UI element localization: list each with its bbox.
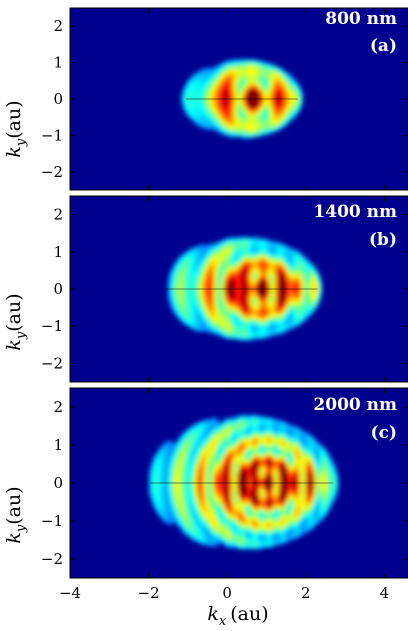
spectrum-blob bbox=[181, 59, 303, 139]
y-tick-label: −1 bbox=[41, 126, 63, 144]
x-tick-label: −2 bbox=[138, 584, 160, 602]
y-axis-label: ky(au) bbox=[3, 100, 29, 157]
y-tick-label: −1 bbox=[41, 317, 63, 335]
panel-label: (a) bbox=[370, 36, 397, 56]
panel-label: (b) bbox=[369, 230, 397, 250]
y-tick-label: 1 bbox=[53, 54, 63, 72]
y-tick-label: 2 bbox=[53, 17, 63, 35]
momentum-spectrum bbox=[181, 59, 303, 139]
y-axis-label: ky(au) bbox=[3, 486, 29, 543]
y-tick-label: −2 bbox=[41, 163, 63, 181]
x-tick-label: 4 bbox=[380, 584, 390, 602]
momentum-spectrum bbox=[148, 414, 339, 550]
wavelength-label: 800 nm bbox=[325, 9, 397, 29]
y-ticks: −2 −1 0 1 2 bbox=[41, 398, 408, 568]
panel-c: −2 −1 0 1 2 −4 −2 0 2 4 2000 nm (c) ky(au) kx (au… bbox=[3, 387, 408, 629]
panel-a: −2 −1 0 1 2 800 nm (a) ky(au) bbox=[3, 7, 408, 191]
y-ticks: −2 −1 0 1 2 bbox=[41, 196, 408, 382]
y-tick-label: 2 bbox=[53, 398, 63, 416]
spectrum-blob bbox=[148, 414, 339, 550]
panel-b: −2 −1 0 1 2 1400 nm (b) ky(au) bbox=[3, 195, 408, 383]
y-tick-label: 0 bbox=[53, 280, 63, 298]
y-axis-label: ky(au) bbox=[3, 293, 29, 350]
y-tick-label: 0 bbox=[53, 90, 63, 108]
y-tick-label: −1 bbox=[41, 512, 63, 530]
x-tick-label: 0 bbox=[222, 584, 232, 602]
y-tick-label: 1 bbox=[53, 243, 63, 261]
y-tick-label: −2 bbox=[41, 354, 63, 372]
y-tick-label: 0 bbox=[53, 474, 63, 492]
x-ticks: −4 −2 0 2 4 bbox=[59, 388, 389, 602]
momentum-spectrum bbox=[166, 237, 323, 341]
x-tick-label: 2 bbox=[301, 584, 311, 602]
spectrum-blob bbox=[167, 237, 323, 341]
wavelength-label: 1400 nm bbox=[313, 202, 397, 222]
panel-label: (c) bbox=[371, 423, 397, 443]
y-tick-label: −2 bbox=[41, 550, 63, 568]
y-tick-label: 2 bbox=[53, 206, 63, 224]
y-ticks: −2 −1 0 1 2 bbox=[41, 8, 408, 190]
wavelength-label: 2000 nm bbox=[313, 395, 397, 415]
y-tick-label: 1 bbox=[53, 436, 63, 454]
x-tick-label: −4 bbox=[59, 584, 81, 602]
x-axis-label: kx (au) bbox=[207, 603, 268, 629]
